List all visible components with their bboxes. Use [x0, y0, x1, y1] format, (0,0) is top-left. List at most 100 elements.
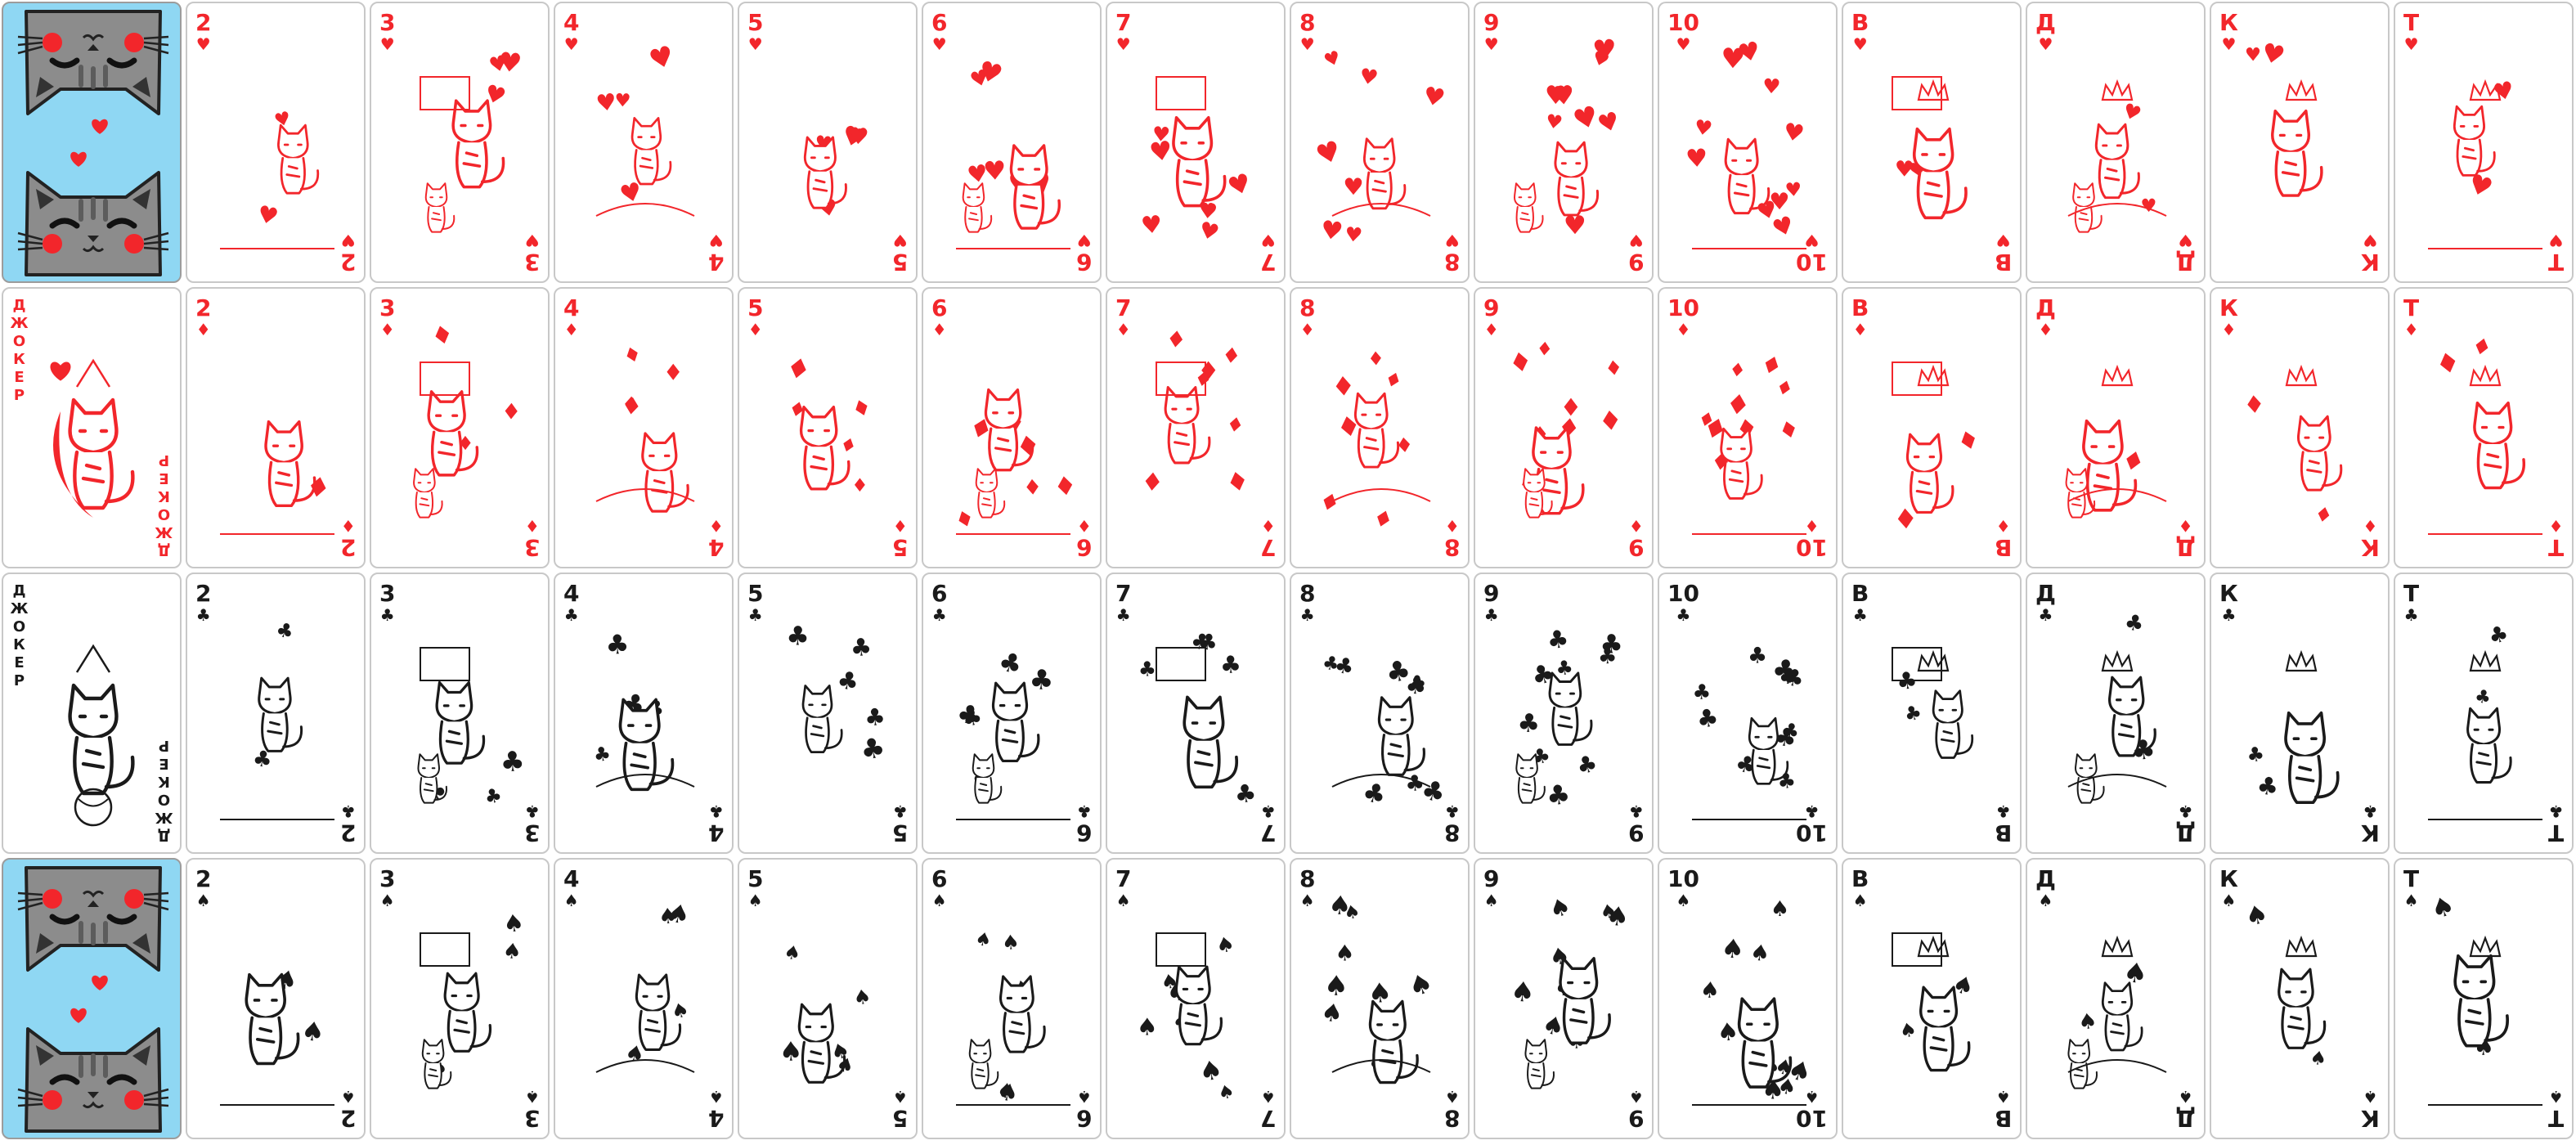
card-diamonds-1[interactable]: ♦ ♦ ♦ 3 ♦ 3 ♦ [370, 287, 550, 568]
card-spades-6[interactable]: ♠♠♠♠♠♠♠♠8♠8♠ [1290, 858, 1470, 1139]
card-diamonds-12[interactable]: ♦ ♦ Т ♦ Т ♦ [2394, 287, 2574, 568]
card-hearts-8[interactable]: ♥ ♥ ♥ ♥ ♥ ♥ ♥ ♥ ♥ ♥ 10 ♥ 10 ♥ [1658, 2, 1838, 283]
diamond-icon: ♦ [663, 360, 684, 386]
club-icon: ♣ [500, 745, 526, 778]
card-hearts-1[interactable]: ♥ ♥ ♥ 3 ♥ 3 ♥ [370, 2, 550, 283]
card-corner-index: 4 ♥ [563, 11, 579, 54]
diamond-icon: ♦ [931, 320, 947, 339]
card-hearts-0[interactable]: ♥ ♥ 2 ♥ 2 ♥ [186, 2, 366, 283]
card-corner-index: 9 ♠ [1628, 1087, 1644, 1132]
card-spades-3[interactable]: ♠ ♠ ♠ ♠ ♠ 5 ♠ 5 ♠ [738, 858, 918, 1139]
card-hearts-6[interactable]: ♥♥♥♥♥♥♥♥8♥8♥ [1290, 2, 1470, 283]
card-spades-5[interactable]: ♠♠♠♠♠♠♠7♠7♠ [1106, 858, 1286, 1139]
card-diamonds-8[interactable]: ♦♦♦♦♦♦♦♦♦♦10♦10♦ [1658, 287, 1838, 568]
card-spades-4[interactable]: ♠♠♠♠♠♠6♠6♠ [922, 858, 1102, 1139]
card-clubs-7[interactable]: ♣ ♣ ♣ ♣ ♣ ♣ ♣ ♣ ♣ 9 ♣ 9 ♣ [1474, 572, 1654, 854]
heart-icon: ♥ [1544, 110, 1564, 134]
joker-label: ДЖОКЕР [11, 582, 28, 690]
card-hearts-5[interactable]: ♥ ♥ ♥ ♥ ♥ ♥ ♥ 7 ♥ 7 ♥ [1106, 2, 1286, 283]
card-corner-index: 8 ♥ [1444, 231, 1460, 276]
heart-icon: ♥ [1995, 231, 2011, 250]
card-clubs-0[interactable]: ♣ ♣ 2 ♣ 2 ♣ [186, 572, 366, 854]
card-diamonds-7[interactable]: ♦♦♦♦♦♦♦♦♦9♦9♦ [1474, 287, 1654, 568]
card-clubs-8[interactable]: ♣ ♣ ♣ ♣ ♣ ♣ ♣ ♣ ♣ ♣ 10 ♣ 10 ♣ [1658, 572, 1838, 854]
joker-label: ДЖОКЕР [155, 451, 173, 559]
card-art-svg [68, 644, 135, 827]
card-rank: В [1851, 580, 1869, 607]
card-art-svg: ♠♠ [220, 963, 334, 1106]
card-diamonds-9[interactable]: ♦ ♦ В ♦ В ♦ [1842, 287, 2022, 568]
cat-illustration [245, 972, 300, 1066]
card-art: ♣ ♣ [2211, 574, 2388, 852]
card-diamonds-10[interactable]: ♦♦Д♦Д♦ [2026, 287, 2206, 568]
cat-illustration [1368, 999, 1419, 1084]
card-hearts-4[interactable]: ♥♥♥♥♥♥6♥6♥ [922, 2, 1102, 283]
card-clubs-3[interactable]: ♣ ♣ ♣ ♣ ♣ 5 ♣ 5 ♣ [738, 572, 918, 854]
cat-illustration [803, 136, 847, 209]
card-art: ♥♥♥♥♥♥ [923, 3, 1100, 281]
card-corner-index: ДЖОКЕР [11, 582, 28, 690]
club-icon: ♣ [1573, 749, 1600, 781]
card-spades-12[interactable]: ♠ ♠ Т ♠ Т ♠ [2394, 858, 2574, 1139]
card-clubs-10[interactable]: ♣ ♣ Д ♣ Д ♣ [2026, 572, 2206, 854]
club-icon: ♣ [708, 802, 724, 821]
heart-icon: ♥ [1591, 33, 1618, 66]
card-rank: 8 [1299, 9, 1316, 36]
card-diamonds-6[interactable]: ♦♦♦♦♦♦♦♦8♦8♦ [1290, 287, 1470, 568]
cat-illustration [421, 1039, 452, 1089]
card-hearts-3[interactable]: ♥♥♥♥♥5♥5♥ [738, 2, 918, 283]
heart-icon: ♥ [2491, 76, 2517, 107]
card-clubs-9[interactable]: ♣ ♣ В ♣ В ♣ [1842, 572, 2022, 854]
card-diamonds-2[interactable]: ♦ ♦ ♦ ♦ 4 ♦ 4 ♦ [554, 287, 734, 568]
joker-card[interactable]: ДЖОКЕР ДЖОКЕР [2, 572, 182, 854]
card-clubs-6[interactable]: ♣ ♣ ♣ ♣ ♣ ♣ ♣ ♣ 8 ♣ 8 ♣ [1290, 572, 1470, 854]
card-hearts-10[interactable]: ♥ ♥ Д ♥ Д ♥ [2026, 2, 2206, 283]
card-rank: В [1994, 819, 2012, 846]
card-spades-0[interactable]: ♠ ♠ 2 ♠ 2 ♠ [186, 858, 366, 1139]
card-rank: 9 [1483, 294, 1500, 321]
card-spades-11[interactable]: ♠ ♠ К ♠ К ♠ [2210, 858, 2390, 1139]
club-icon: ♣ [2122, 609, 2146, 638]
heart-icon: ♥ [1895, 157, 1914, 182]
card-diamonds-11[interactable]: ♦ ♦ К ♦ К ♦ [2210, 287, 2390, 568]
card-hearts-2[interactable]: ♥ ♥ ♥ ♥ 4 ♥ 4 ♥ [554, 2, 734, 283]
cat-illustration [1353, 392, 1400, 469]
card-diamonds-0[interactable]: ♦♦2♦2♦ [186, 287, 366, 568]
card-clubs-12[interactable]: ♣ ♣ Т ♣ Т ♣ [2394, 572, 2574, 854]
card-clubs-2[interactable]: ♣♣♣♣4♣4♣ [554, 572, 734, 854]
heart-icon: ♥ [563, 34, 579, 54]
cat-illustration [635, 973, 682, 1051]
card-art-svg: ♥♥♥♥♥♥♥♥ [1312, 47, 1447, 247]
card-back[interactable] [2, 2, 182, 283]
card-clubs-4[interactable]: ♣♣♣♣♣♣6♣6♣ [922, 572, 1102, 854]
spade-icon: ♠ [563, 891, 579, 910]
card-spades-1[interactable]: ♠♠♠3♠3♠ [370, 858, 550, 1139]
card-spades-2[interactable]: ♠ ♠ ♠ ♠ 4 ♠ 4 ♠ [554, 858, 734, 1139]
card-clubs-1[interactable]: ♣♣♣3♣3♣ [370, 572, 550, 854]
cat-illustration [1009, 144, 1061, 230]
card-hearts-12[interactable]: ♥ ♥ Т ♥ Т ♥ [2394, 2, 2574, 283]
box-illustration [420, 647, 470, 681]
card-diamonds-4[interactable]: ♦♦♦♦♦♦6♦6♦ [922, 287, 1102, 568]
card-hearts-11[interactable]: ♥ ♥ К ♥ К ♥ [2210, 2, 2390, 283]
card-spades-8[interactable]: ♠♠♠♠♠♠♠♠♠♠10♠10♠ [1658, 858, 1838, 1139]
box-illustration [1156, 361, 1206, 396]
card-back[interactable] [2, 858, 182, 1139]
card-diamonds-5[interactable]: ♦ ♦ ♦ ♦ ♦ ♦ ♦ 7 ♦ 7 ♦ [1106, 287, 1286, 568]
card-rank: Д [2175, 1105, 2196, 1132]
spade-icon: ♠ [2077, 1009, 2099, 1035]
card-rank: К [2361, 819, 2380, 846]
card-spades-7[interactable]: ♠♠♠♠♠♠♠♠♠9♠9♠ [1474, 858, 1654, 1139]
card-spades-9[interactable]: ♠ ♠ В ♠ В ♠ [1842, 858, 2022, 1139]
card-hearts-7[interactable]: ♥♥♥♥♥♥♥♥♥9♥9♥ [1474, 2, 1654, 283]
card-rank: 3 [379, 294, 396, 321]
heart-icon: ♥ [1260, 231, 1276, 250]
card-art: ♣ ♣ [2395, 574, 2572, 852]
card-clubs-11[interactable]: ♣ ♣ К ♣ К ♣ [2210, 572, 2390, 854]
card-rank: 6 [1075, 819, 1092, 846]
card-spades-10[interactable]: ♠ ♠ Д ♠ Д ♠ [2026, 858, 2206, 1139]
card-clubs-5[interactable]: ♣♣♣♣♣♣♣7♣7♣ [1106, 572, 1286, 854]
card-diamonds-3[interactable]: ♦ ♦ ♦ ♦ ♦ 5 ♦ 5 ♦ [738, 287, 918, 568]
card-hearts-9[interactable]: ♥ ♥ В ♥ В ♥ [1842, 2, 2022, 283]
joker-card[interactable]: ДЖОКЕР ДЖОКЕР [2, 287, 182, 568]
